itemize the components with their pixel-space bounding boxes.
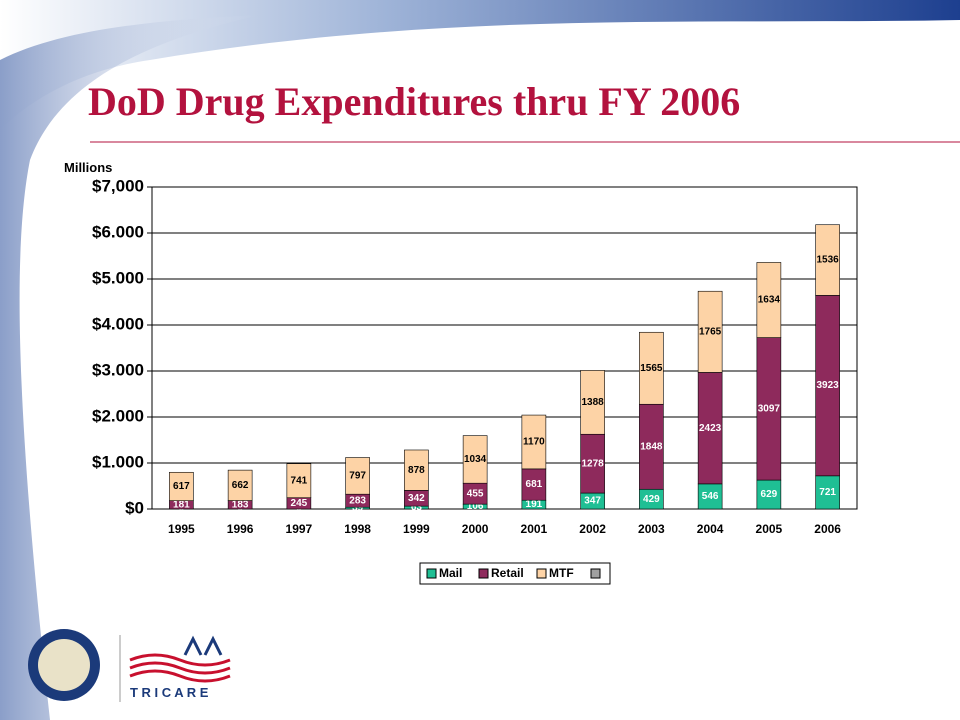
legend-swatch — [426, 568, 437, 579]
data-label: 546 — [702, 491, 719, 502]
data-label: 662 — [232, 480, 249, 491]
bar-segment — [756, 479, 782, 510]
bar-segment — [286, 463, 312, 499]
y-axis-label: Millions — [64, 160, 112, 175]
x-tick-label: 1997 — [286, 522, 313, 536]
data-label: 106 — [467, 501, 484, 512]
bar-segment — [580, 370, 605, 435]
bar-segment — [697, 372, 723, 485]
y-tick-label: $7,000 — [92, 176, 144, 195]
legend-label: MTF — [549, 566, 574, 580]
y-tick-label: $2.000 — [92, 406, 144, 425]
logo: T R I C A R E — [28, 629, 231, 702]
data-label: 878 — [408, 465, 425, 476]
bar-segment — [580, 433, 605, 494]
logo-text: T R I C A R E — [130, 685, 209, 700]
bar-segment — [756, 262, 782, 338]
title: DoD Drug Expenditures thru FY 2006 — [88, 79, 740, 124]
data-label: 1634 — [758, 295, 781, 306]
legend-label: Retail — [491, 566, 524, 580]
bar-segment — [697, 483, 723, 510]
seal-inner — [38, 639, 90, 691]
data-label: 3923 — [817, 380, 840, 391]
legend-frame — [419, 562, 611, 585]
data-label: 245 — [291, 498, 308, 509]
bar-segment — [697, 290, 723, 373]
y-tick-label: $0 — [125, 498, 144, 517]
x-tick-label: 2002 — [579, 522, 606, 536]
data-label: 1034 — [464, 454, 487, 465]
y-tick-label: $1.000 — [92, 452, 144, 471]
data-label: 191 — [526, 499, 543, 510]
data-label: 1765 — [699, 326, 722, 337]
y-tick-label: $3.000 — [92, 360, 144, 379]
bar-segment — [815, 224, 840, 296]
y-tick-label: $4.000 — [92, 314, 144, 333]
data-label: 1278 — [582, 458, 605, 469]
x-tick-label: 2000 — [462, 522, 489, 536]
data-label: 347 — [584, 496, 601, 507]
bar-segment — [815, 475, 840, 510]
y-tick-label: $5.000 — [92, 268, 144, 287]
logo-stars — [183, 635, 223, 656]
data-label: 1565 — [640, 363, 663, 374]
data-label: 63 — [411, 502, 423, 513]
data-label: 1848 — [640, 441, 663, 452]
x-tick-label: 1995 — [168, 522, 195, 536]
x-tick-label: 2005 — [756, 522, 783, 536]
bar-segment — [521, 468, 547, 501]
data-label: 1536 — [817, 255, 840, 266]
data-label: 283 — [349, 495, 366, 506]
legend-swatch-empty — [590, 568, 601, 579]
data-label: 455 — [467, 488, 484, 499]
data-label: 181 — [173, 499, 190, 510]
legend: Mail Retail MTF — [419, 562, 611, 585]
top-swoosh — [0, 0, 960, 130]
x-tick-label: 2001 — [521, 522, 548, 536]
data-label: 183 — [232, 499, 249, 510]
data-label: 3097 — [758, 403, 781, 414]
data-label: 429 — [643, 494, 660, 505]
y-tick-label: $6.000 — [92, 222, 144, 241]
bar-segment — [639, 331, 664, 405]
data-label: 797 — [349, 470, 366, 481]
data-label: 39 — [352, 503, 364, 514]
bar-segment — [404, 449, 429, 491]
bar-segment — [345, 457, 370, 495]
data-label: 2423 — [699, 423, 722, 434]
logo-waves — [129, 653, 231, 683]
legend-label: Mail — [439, 566, 462, 580]
x-tick-label: 1998 — [344, 522, 371, 536]
data-label: 1170 — [523, 437, 545, 448]
x-tick-label: 2004 — [697, 522, 724, 536]
x-tick-label: 1996 — [227, 522, 254, 536]
legend-swatch — [536, 568, 547, 579]
plot-area — [151, 186, 858, 510]
data-label: 721 — [819, 487, 836, 498]
data-label: 681 — [526, 479, 543, 490]
x-tick-label: 2003 — [638, 522, 665, 536]
bar-segment — [462, 435, 488, 484]
bar-segment — [521, 414, 547, 470]
x-tick-label: 1999 — [403, 522, 430, 536]
data-label: 741 — [291, 475, 308, 486]
data-label: 629 — [761, 489, 778, 500]
legend-swatch — [478, 568, 489, 579]
data-label: 1388 — [582, 397, 605, 408]
bar-segment — [639, 403, 664, 490]
left-swoosh — [0, 15, 260, 720]
bar-segment — [756, 337, 782, 481]
x-tick-label: 2006 — [814, 522, 841, 536]
data-label: 617 — [173, 481, 190, 492]
bar-segment — [227, 469, 253, 501]
data-label: 342 — [408, 493, 425, 504]
bar-segment — [169, 471, 194, 501]
